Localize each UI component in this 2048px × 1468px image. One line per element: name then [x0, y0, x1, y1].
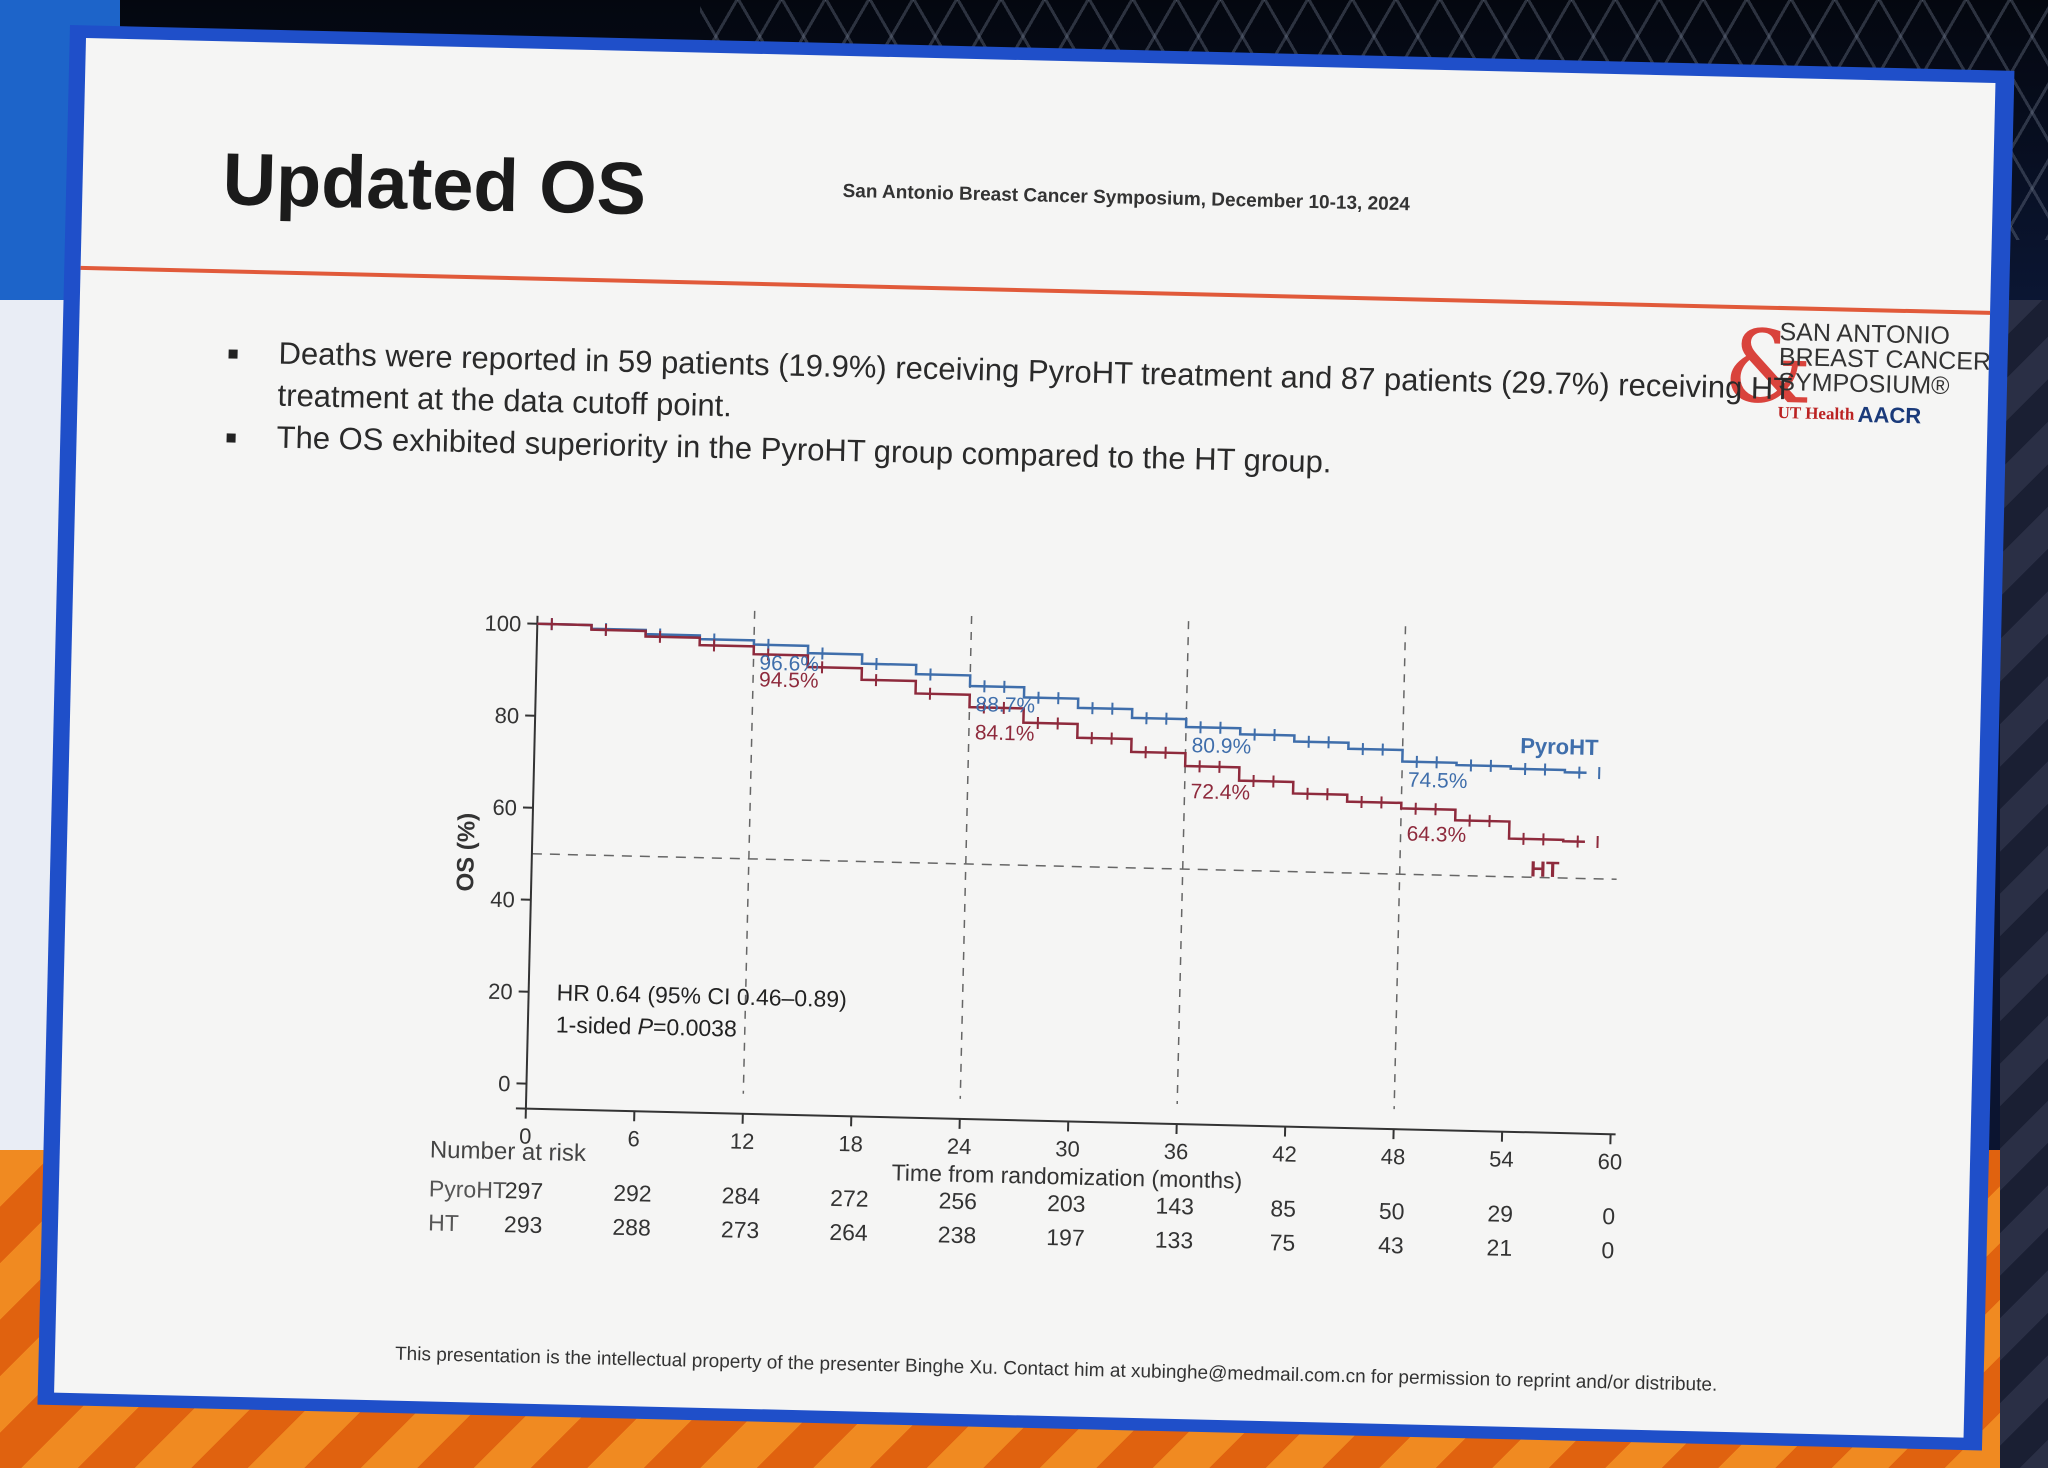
bullet-marker: [228, 349, 238, 359]
pyroht-survival-curve: [537, 622, 1587, 775]
pyroht-rate-label: 96.6%: [759, 652, 819, 676]
x-tick-label: 30: [1055, 1136, 1080, 1162]
x-tick-label: 42: [1272, 1141, 1297, 1167]
ht-rate-label: 72.4%: [1190, 780, 1250, 804]
risk-count: 297: [504, 1177, 543, 1204]
y-tick-label: 80: [494, 703, 519, 729]
y-axis: [524, 615, 539, 1109]
x-tick-label: 12: [730, 1128, 755, 1154]
risk-count: 75: [1269, 1229, 1295, 1256]
slide-title: Updated OS: [221, 137, 648, 231]
risk-count: 292: [613, 1180, 652, 1207]
risk-count: 0: [1601, 1237, 1614, 1263]
aacr-logo: AACR: [1857, 401, 1922, 429]
risk-count: 288: [612, 1214, 651, 1241]
risk-count: 197: [1046, 1224, 1085, 1251]
risk-count: 21: [1486, 1234, 1512, 1261]
median-reference-line: [531, 852, 1617, 881]
landmark-line: [959, 601, 974, 1099]
risk-count: 272: [830, 1185, 869, 1212]
y-tick-label: 0: [498, 1071, 511, 1096]
chart-annotations: 1-yearOS rate96.6%94.5%2-yearOS rate88.7…: [556, 602, 1600, 1042]
risk-count: 50: [1379, 1198, 1405, 1225]
x-tick-label: 54: [1489, 1146, 1514, 1172]
risk-table-title: Number at risk: [430, 1136, 588, 1167]
landmark-title: OS rate: [1367, 602, 1446, 611]
p-value-prefix: 1-sided: [556, 1011, 638, 1039]
x-tick-label: 48: [1380, 1144, 1405, 1170]
risk-count: 273: [721, 1216, 760, 1243]
x-axis: [515, 1107, 1616, 1136]
x-tick-label: 24: [947, 1134, 972, 1160]
x-tick-label: 0: [519, 1124, 532, 1149]
reference-lines: [531, 601, 1617, 1110]
ht-rate-label: 84.1%: [975, 721, 1035, 745]
landmark-line: [1393, 601, 1408, 1110]
risk-count: 256: [938, 1187, 977, 1214]
hazard-ratio-text: HR 0.64 (95% CI 0.46–0.89): [556, 979, 847, 1012]
risk-count: 238: [938, 1221, 977, 1248]
pyroht-rate-label: 88.7%: [975, 693, 1035, 717]
p-symbol: P: [637, 1013, 654, 1039]
p-value: =0.0038: [653, 1014, 737, 1042]
x-tick-label: 60: [1597, 1149, 1622, 1175]
ht-survival-curve: [537, 622, 1585, 843]
conference-name: San Antonio Breast Cancer Symposium, Dec…: [842, 180, 1411, 216]
x-tick-label: 18: [838, 1131, 863, 1157]
bullet-marker: [226, 433, 236, 443]
landmark-line: [1176, 601, 1191, 1105]
risk-count: 43: [1378, 1232, 1404, 1259]
x-tick-label: 6: [627, 1126, 640, 1151]
risk-count: 0: [1602, 1203, 1615, 1229]
risk-count: 293: [504, 1211, 543, 1238]
risk-count: 284: [721, 1182, 760, 1209]
risk-count: 29: [1487, 1200, 1513, 1227]
pyroht-rate-label: 80.9%: [1191, 734, 1251, 758]
pyroht-series-label: PyroHT: [1520, 733, 1599, 760]
risk-count: 133: [1154, 1227, 1193, 1254]
p-value-text: 1-sided P=0.0038: [556, 1011, 738, 1041]
ht-censor-marks: [550, 618, 1599, 849]
landmark-title: OS rate: [1150, 602, 1229, 606]
risk-count: 203: [1047, 1190, 1086, 1217]
risk-row-name: PyroHT: [429, 1175, 508, 1203]
ht-rate-label: 94.5%: [759, 668, 819, 692]
stage-right-panel: [2000, 300, 2048, 1468]
ht-rate-label: 64.3%: [1406, 823, 1466, 847]
landmark-line: [742, 601, 757, 1094]
y-tick-label: 20: [488, 979, 513, 1005]
y-axis-label: OS (%): [452, 813, 481, 892]
x-tick-label: 36: [1164, 1139, 1189, 1165]
ht-series-label: HT: [1530, 856, 1560, 882]
risk-row-name: HT: [428, 1209, 459, 1236]
y-tick-label: 40: [490, 887, 515, 913]
presentation-slide: Updated OS San Antonio Breast Cancer Sym…: [54, 38, 1996, 1438]
risk-count: 85: [1270, 1195, 1296, 1222]
survival-curves: [537, 618, 1601, 849]
pyroht-rate-label: 74.5%: [1408, 769, 1468, 793]
y-tick-label: 100: [484, 611, 521, 637]
risk-count: 143: [1155, 1193, 1194, 1220]
risk-count: 264: [829, 1219, 868, 1246]
title-divider: [80, 265, 1991, 315]
y-tick-label: 60: [492, 795, 517, 821]
